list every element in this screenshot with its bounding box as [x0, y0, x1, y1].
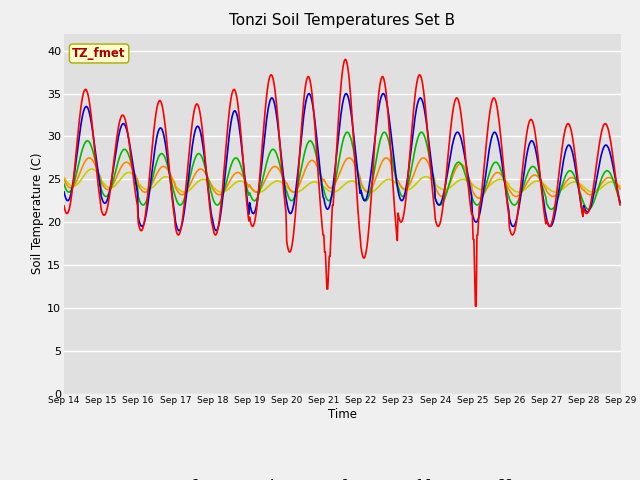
Y-axis label: Soil Temperature (C): Soil Temperature (C)	[31, 153, 44, 275]
X-axis label: Time: Time	[328, 408, 357, 421]
Text: TZ_fmet: TZ_fmet	[72, 47, 126, 60]
Title: Tonzi Soil Temperatures Set B: Tonzi Soil Temperatures Set B	[229, 13, 456, 28]
Legend: -2cm, -4cm, -8cm, -16cm, -32cm: -2cm, -4cm, -8cm, -16cm, -32cm	[148, 473, 536, 480]
